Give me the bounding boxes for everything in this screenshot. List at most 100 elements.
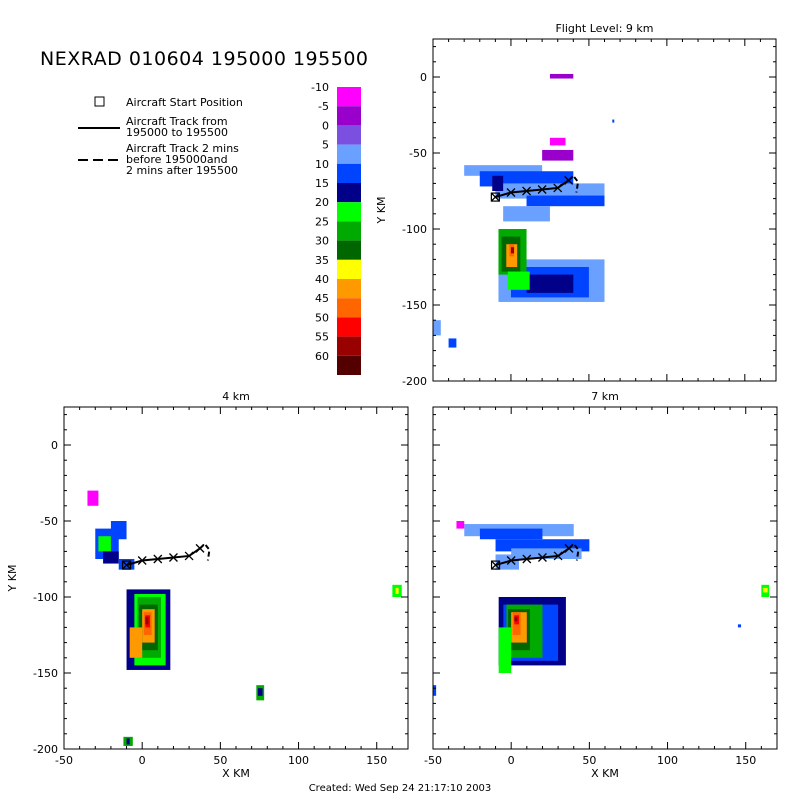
colorbar-cell xyxy=(337,125,361,145)
panel-4km: -50 0 50 100 150 0 -50 -100 -150 -200 4 km X KM Y KM xyxy=(6,390,409,780)
y-tick-label: 0 xyxy=(51,439,58,452)
y-axis-label: Y KM xyxy=(375,197,388,225)
plot-frame xyxy=(432,406,778,750)
colorbar-cell xyxy=(337,336,361,356)
track-marker xyxy=(564,175,574,185)
legend-dash-label-1: Aircraft Track 2 mins xyxy=(126,142,239,155)
track-marker xyxy=(122,560,132,570)
colorbar-label: 55 xyxy=(315,331,329,344)
track-marker xyxy=(522,554,532,564)
colorbar-cell xyxy=(337,279,361,299)
track-marker xyxy=(168,553,178,562)
reflectivity-cell xyxy=(145,616,149,625)
track-marker xyxy=(564,543,574,553)
main-title: NEXRAD 010604 195000 195500 xyxy=(40,48,369,70)
y-axis-label: Y KM xyxy=(6,565,19,593)
reflectivity-cell xyxy=(492,175,504,191)
colorbar-label: -5 xyxy=(318,100,329,113)
panel-title: 7 km xyxy=(591,390,619,403)
panel-title: 4 km xyxy=(222,390,250,403)
colorbar-cell xyxy=(337,106,361,126)
x-tick-label: 0 xyxy=(139,754,146,767)
colorbar-cell xyxy=(337,317,361,337)
aircraft-start-marker xyxy=(490,192,500,202)
x-tick-label: 50 xyxy=(213,754,227,767)
track-marker xyxy=(184,551,194,561)
x-tick-label: 150 xyxy=(366,754,387,767)
track-marker xyxy=(491,560,501,570)
panel-9km: 0 -50 -100 -150 -200 Flight Level: 9 km Y KM xyxy=(375,22,777,388)
track-marker xyxy=(153,554,163,564)
reflectivity-cell xyxy=(514,616,518,622)
reflectivity-cell xyxy=(510,247,515,254)
colorbar-cell xyxy=(337,183,361,203)
track-marker xyxy=(506,188,516,197)
x-axis-label: X KM xyxy=(222,767,250,780)
colorbar-cell xyxy=(337,163,361,183)
track-marker xyxy=(553,183,563,193)
x-tick-label: 100 xyxy=(288,754,309,767)
colorbar-cell xyxy=(337,355,361,375)
y-tick-label: -200 xyxy=(33,743,58,756)
reflectivity-cell xyxy=(479,528,543,540)
aircraft-start-marker xyxy=(121,560,132,570)
y-tick-label: -150 xyxy=(33,667,58,680)
x-tick-label: -50 xyxy=(424,754,442,767)
reflectivity-cell xyxy=(433,685,437,696)
legend: Aircraft Start Position Aircraft Track f… xyxy=(78,96,243,177)
reflectivity-cell xyxy=(526,195,605,207)
reflectivity-cell xyxy=(542,149,574,161)
y-tick-label: -200 xyxy=(402,375,427,388)
colorbar-cell xyxy=(337,221,361,241)
aircraft-start-marker xyxy=(490,560,501,570)
reflectivity-cell xyxy=(448,338,457,348)
y-tick-label: -50 xyxy=(409,147,427,160)
legend-track-label-2: 195000 to 195500 xyxy=(126,126,228,139)
reflectivity-cell xyxy=(464,165,543,176)
colorbar-label: 10 xyxy=(315,158,329,171)
y-tick-label: -100 xyxy=(33,591,58,604)
reflectivity-field xyxy=(87,490,402,746)
reflectivity-cell xyxy=(456,521,465,529)
track-marker xyxy=(537,553,547,562)
legend-start-label: Aircraft Start Position xyxy=(126,96,243,109)
colorbar-cell xyxy=(337,202,361,222)
colorbar-label: -10 xyxy=(311,81,329,94)
track-marker xyxy=(137,556,147,565)
y-tick-label: -100 xyxy=(402,223,427,236)
colorbar-label: 60 xyxy=(315,350,329,363)
x-axis-label: X KM xyxy=(591,767,619,780)
track-marker xyxy=(522,186,532,196)
x-tick-label: 50 xyxy=(582,754,596,767)
reflectivity-cell xyxy=(507,271,530,290)
colorbar-cell xyxy=(337,240,361,260)
colorbar-label: 40 xyxy=(315,273,329,286)
reflectivity-cell xyxy=(737,624,742,628)
x-tick-label: 150 xyxy=(735,754,756,767)
footer-created: Created: Wed Sep 24 21:17:10 2003 xyxy=(309,783,492,794)
reflectivity-field xyxy=(433,73,615,348)
reflectivity-cell xyxy=(433,320,441,336)
reflectivity-cell xyxy=(503,206,550,222)
colorbar-label: 50 xyxy=(315,311,329,324)
reflectivity-cell xyxy=(498,627,512,673)
colorbar-cell xyxy=(337,144,361,164)
reflectivity-cell xyxy=(549,73,574,79)
legend-track-label-1: Aircraft Track from xyxy=(126,115,228,128)
legend-dash-label-3: 2 mins after 195500 xyxy=(126,164,238,177)
colorbar-cell xyxy=(337,259,361,279)
start-marker-icon xyxy=(94,96,105,107)
reflectivity-cell xyxy=(103,551,119,564)
y-tick-label: 0 xyxy=(420,71,427,84)
colorbar-label: 45 xyxy=(315,292,329,305)
y-tick-label: -150 xyxy=(402,299,427,312)
reflectivity-cell xyxy=(549,137,566,146)
x-tick-label: 0 xyxy=(508,754,515,767)
reflectivity-cell xyxy=(87,490,99,506)
reflectivity-cell xyxy=(98,536,111,552)
panel-7km: -50 0 50 100 150 7 km X KM xyxy=(424,390,778,780)
reflectivity-cell xyxy=(762,587,768,593)
y-tick-label: -50 xyxy=(40,515,58,528)
